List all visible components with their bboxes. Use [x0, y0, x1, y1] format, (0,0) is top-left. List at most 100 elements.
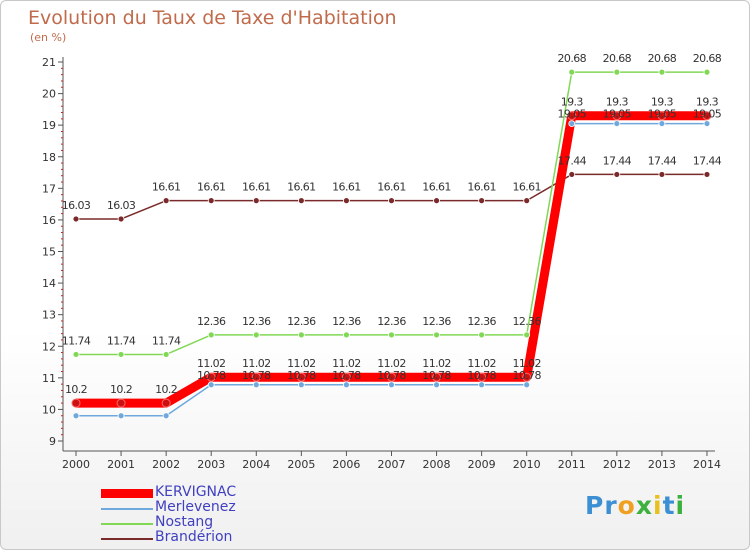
x-tick-label: 2014: [693, 458, 721, 471]
data-label: 17.44: [648, 154, 677, 167]
data-point: [252, 381, 260, 389]
data-point: [207, 381, 215, 389]
data-point: [388, 197, 395, 205]
data-label: 16.61: [287, 181, 316, 194]
data-point: [522, 372, 532, 382]
logo-part: o: [617, 491, 636, 520]
y-tick-label: 17: [42, 182, 56, 195]
data-label: 10.78: [377, 369, 406, 382]
data-label: 11.02: [332, 357, 361, 370]
x-tick-label: 2011: [558, 458, 586, 471]
data-point: [117, 412, 125, 420]
data-label: 20.68: [603, 52, 632, 65]
data-point: [388, 381, 395, 389]
data-label: 16.61: [512, 181, 541, 194]
data-point: [343, 197, 350, 205]
data-point: [296, 372, 306, 382]
chart-title: Evolution du Taux de Taxe d'Habitation: [28, 7, 397, 29]
x-tick-label: 2006: [332, 458, 360, 471]
data-label: 19.05: [693, 108, 722, 121]
x-tick-label: 2012: [603, 458, 631, 471]
data-label: 12.36: [242, 315, 271, 328]
x-tick-label: 2003: [197, 458, 225, 471]
data-point: [72, 215, 80, 223]
data-point: [72, 412, 80, 420]
data-label: 10.78: [467, 369, 496, 382]
data-label: 17.44: [558, 154, 587, 167]
legend-item-kervignac: KERVIGNAC: [101, 484, 301, 501]
y-tick-label: 19: [42, 119, 56, 132]
x-tick-label: 2007: [377, 458, 405, 471]
data-label: 12.36: [422, 315, 451, 328]
data-label: 20.68: [693, 52, 722, 65]
x-tick-label: 2009: [468, 458, 496, 471]
legend-label-branderion: Brandérion: [155, 529, 233, 545]
axes: 9 10 11 12 13 14 15 16 17 18 19 20 21 2000 2001 2002 200…: [42, 56, 721, 471]
data-point: [703, 120, 711, 127]
data-point: [388, 331, 395, 339]
data-label: 11.74: [107, 334, 136, 347]
data-point: [433, 381, 440, 389]
data-label: 19.3: [561, 96, 584, 109]
data-label: 10.2: [65, 383, 87, 396]
logo-part: i: [652, 491, 663, 520]
data-point: [523, 381, 531, 389]
data-label: 12.36: [287, 315, 316, 328]
data-label: 11.02: [377, 357, 406, 370]
data-label: 10.78: [422, 369, 451, 382]
data-label: 11.74: [62, 334, 91, 347]
data-point: [432, 372, 442, 382]
data-label: 10.2: [110, 383, 132, 396]
logo-part: Pr: [585, 491, 618, 520]
data-label: 16.61: [197, 181, 226, 194]
x-tick-label: 2005: [287, 458, 315, 471]
y-tick-label: 14: [42, 277, 56, 290]
x-tick-label: 2002: [152, 458, 180, 471]
data-point: [251, 372, 261, 382]
chart-subtitle: (en %): [30, 31, 67, 44]
data-point: [568, 68, 576, 76]
y-tick-label: 13: [42, 309, 56, 322]
data-point: [703, 68, 711, 76]
data-point: [613, 68, 621, 76]
data-label: 11.02: [467, 357, 496, 370]
data-label: 11.02: [512, 357, 541, 370]
data-label: 10.78: [197, 369, 226, 382]
legend-swatch-nostang: [101, 523, 153, 525]
data-point: [658, 171, 666, 178]
x-tick-label: 2010: [513, 458, 541, 471]
data-point: [162, 412, 170, 420]
data-label: 17.44: [603, 154, 632, 167]
data-label: 16.61: [242, 181, 271, 194]
data-point: [117, 215, 125, 223]
data-label: 19.05: [558, 108, 587, 121]
data-label: 16.03: [62, 199, 91, 212]
data-label: 19.05: [603, 108, 632, 121]
data-label: 10.78: [287, 369, 316, 382]
data-point: [433, 197, 440, 205]
y-tick-label: 11: [42, 372, 56, 385]
data-label: 16.61: [422, 181, 451, 194]
data-label: 10.78: [242, 369, 271, 382]
data-label: 17.44: [693, 154, 722, 167]
legend: KERVIGNAC Merlevenez Nostang Brandérion: [101, 484, 301, 546]
y-tick-label: 16: [42, 214, 56, 227]
data-point: [207, 197, 215, 205]
data-label: 20.68: [648, 52, 677, 65]
y-tick-label: 21: [42, 56, 56, 69]
legend-label-kervignac: KERVIGNAC: [155, 484, 237, 500]
data-point: [703, 171, 711, 178]
data-point: [658, 120, 666, 127]
data-point: [161, 398, 171, 408]
data-point: [658, 68, 666, 76]
data-label: 19.3: [651, 96, 674, 109]
legend-swatch-branderion: [101, 538, 153, 540]
data-label: 19.05: [648, 108, 677, 121]
data-label: 11.02: [197, 357, 226, 370]
data-point: [433, 331, 440, 339]
data-point: [343, 381, 350, 389]
data-point: [297, 197, 305, 205]
data-point: [206, 372, 216, 382]
